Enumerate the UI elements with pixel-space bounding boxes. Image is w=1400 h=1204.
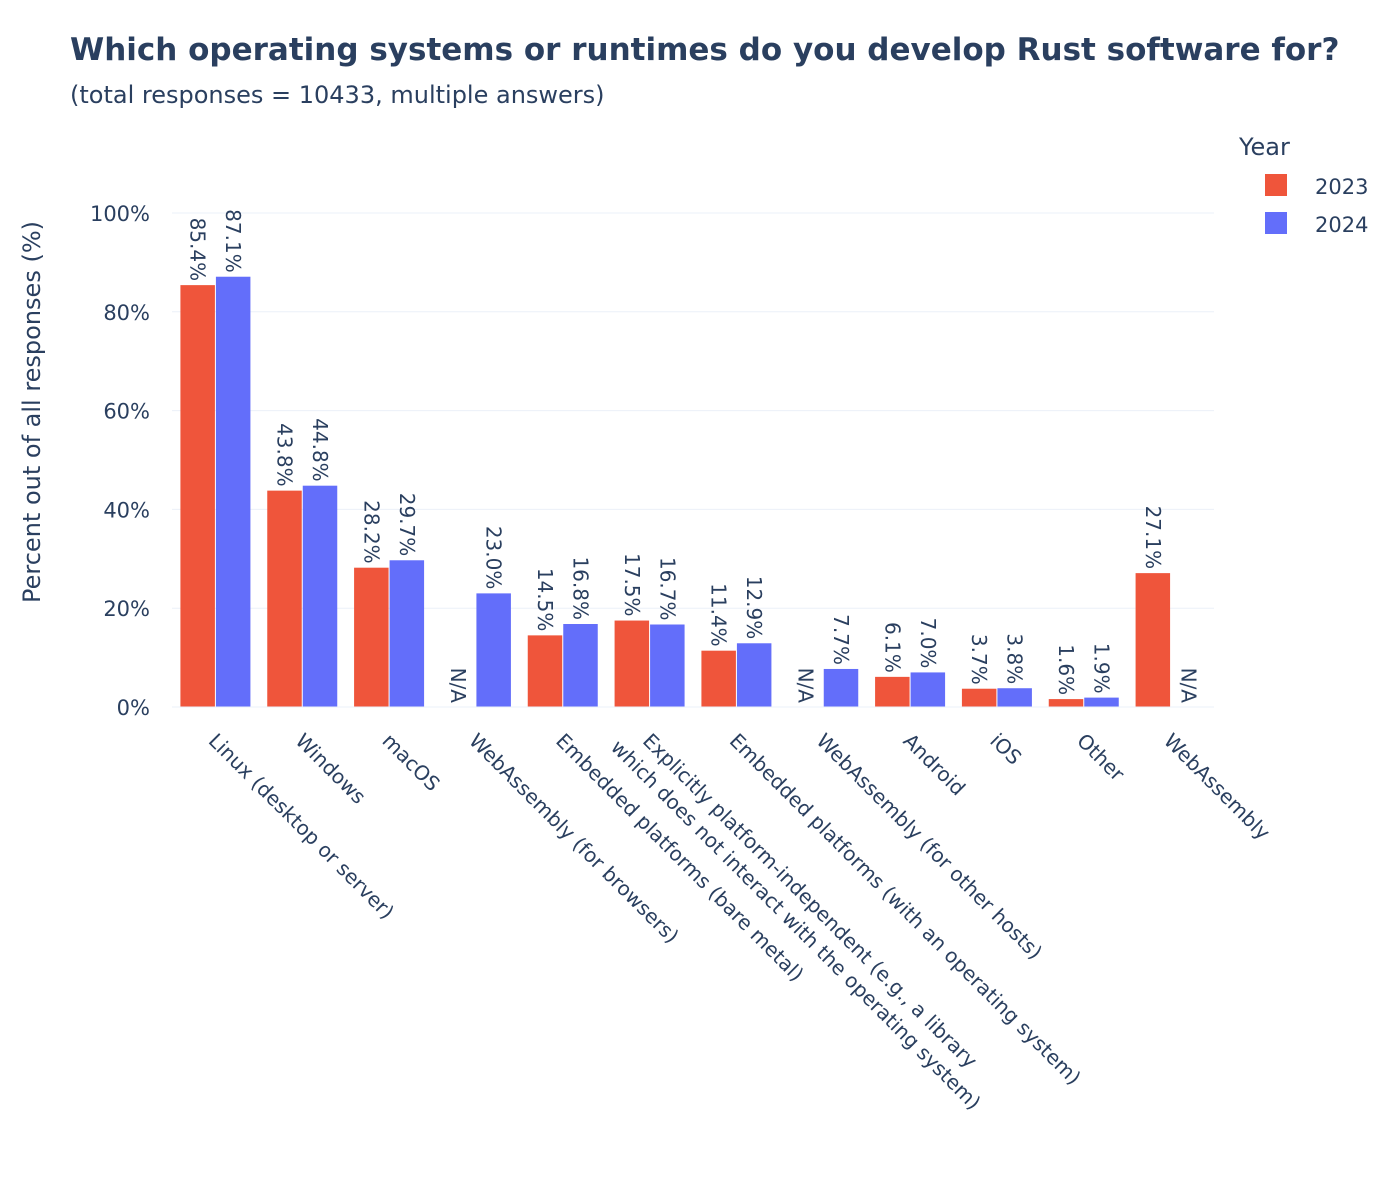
data-label-2023: 28.2% (359, 500, 383, 564)
bar-2024 (215, 276, 251, 707)
bar-2023 (1135, 573, 1171, 707)
data-label-2023: 14.5% (533, 568, 557, 632)
legend-title: Year (1238, 133, 1290, 161)
data-label-2024: 44.8% (308, 418, 332, 482)
bar-2024 (563, 624, 598, 707)
data-label-2024: 3.8% (1003, 633, 1027, 684)
data-label-2024: 87.1% (221, 209, 245, 273)
bar-2024 (1084, 697, 1119, 707)
data-label-2024: 1.9% (1090, 643, 1114, 694)
bar-2023 (875, 676, 910, 707)
bar-2023 (527, 635, 563, 707)
y-tick-label: 20% (103, 597, 150, 621)
y-axis-label: Percent out of all responses (%) (18, 221, 46, 603)
bar-2023 (1048, 699, 1084, 707)
data-label-2024: 12.9% (742, 576, 766, 640)
data-labels-layer: 85.4% 87.1% 43.8% 44.8% 28.2% 29.7% N/A 23.0% 14… (186, 209, 1201, 703)
x-tick-label: WebAssembly (1159, 729, 1275, 845)
data-label-2023: 27.1% (1141, 506, 1165, 570)
y-tick-label: 100% (90, 202, 150, 226)
data-label-2023: 43.8% (273, 423, 297, 487)
data-label-2024: N/A (1176, 668, 1200, 704)
data-label-2023: 85.4% (186, 218, 210, 282)
x-tick-label: macOS (378, 729, 445, 796)
data-label-2024: 29.7% (395, 493, 419, 557)
bar-2023 (354, 567, 389, 707)
data-label-2024: 16.8% (569, 556, 593, 620)
data-label-2024: 7.7% (829, 614, 853, 665)
y-tick-label: 40% (103, 498, 150, 522)
bar-2023 (614, 620, 650, 707)
x-tick-labels-layer: Linux (desktop or server)Windows macOS Web… (204, 729, 1275, 1115)
data-label-2023: N/A (794, 668, 818, 704)
x-tick-label: Other (1072, 729, 1130, 787)
legend-swatch-2023 (1265, 174, 1287, 196)
x-tick-label: iOS (985, 729, 1026, 770)
chart-subtitle: (total responses = 10433, multiple answe… (70, 81, 605, 109)
legend: Year 2023 2024 (1238, 133, 1368, 237)
grid-layer: 0% 20% 40% 60% 80% 100% (90, 202, 1214, 720)
legend-label-2024: 2024 (1315, 213, 1368, 237)
y-tick-label: 0% (117, 696, 150, 720)
bar-2024 (910, 672, 946, 707)
data-label-2023: 6.1% (880, 622, 904, 673)
data-label-2023: 1.6% (1054, 644, 1078, 695)
bar-2023 (267, 490, 302, 707)
bars-layer (172, 276, 1214, 708)
bar-2024 (997, 688, 1032, 707)
legend-swatch-2024 (1265, 212, 1287, 234)
bar-2024 (476, 593, 511, 707)
bar-2024 (823, 668, 859, 707)
x-tick-label: Android (899, 729, 971, 801)
bar-2023 (961, 688, 997, 707)
bar-2023 (180, 285, 215, 707)
bar-2024 (650, 624, 685, 707)
y-tick-label: 60% (103, 400, 150, 424)
data-label-2023: 17.5% (620, 553, 644, 617)
data-label-2023: N/A (446, 668, 470, 704)
bar-2024 (302, 485, 338, 707)
bar-2024 (389, 560, 425, 707)
data-label-2024: 7.0% (916, 618, 940, 669)
x-tick-label: Windows (291, 729, 371, 809)
data-label-2024: 23.0% (482, 526, 506, 590)
chart-title: Which operating systems or runtimes do y… (70, 32, 1339, 68)
legend-label-2023: 2023 (1315, 175, 1368, 199)
data-label-2023: 3.7% (967, 634, 991, 685)
bar-2024 (736, 643, 772, 707)
data-label-2023: 11.4% (707, 583, 731, 647)
y-tick-label: 80% (103, 301, 150, 325)
bar-2023 (701, 650, 736, 707)
x-tick-label: Linux (desktop or server) (204, 729, 399, 924)
data-label-2024: 16.7% (655, 557, 679, 621)
